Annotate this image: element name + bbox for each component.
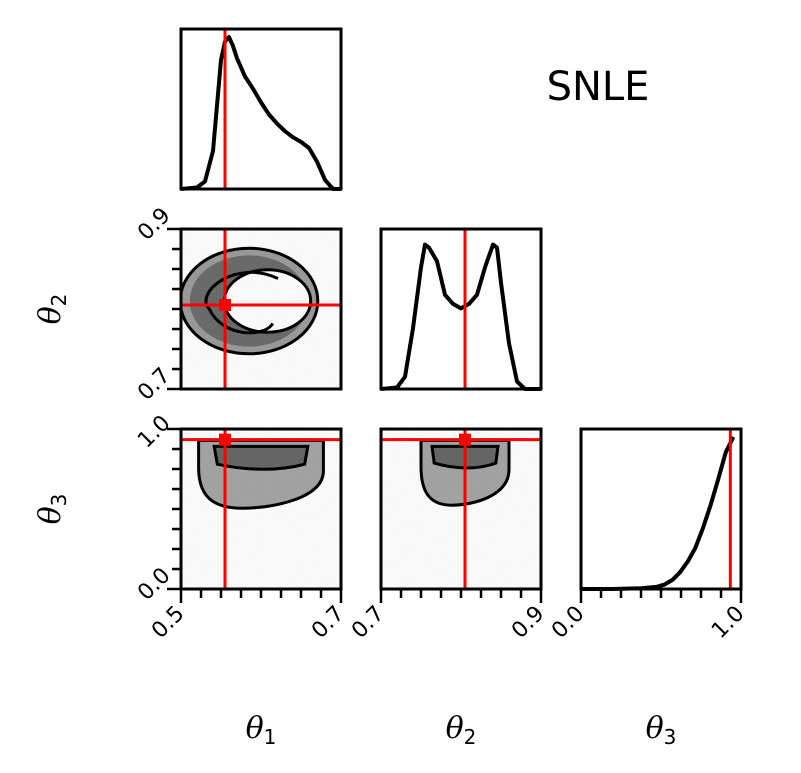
y-tick-label-3: 0.0	[133, 563, 175, 605]
x-tick-label-2: 0.7	[347, 601, 389, 643]
pair-1-3-grain	[181, 429, 341, 589]
marginal-curve-1	[180, 35, 341, 191]
pair-2-3-contour-outer	[419, 438, 511, 507]
pair-1-2-contour-outer	[181, 246, 320, 356]
chart-title: SNLE	[547, 64, 650, 110]
marginal-curve-3	[581, 436, 736, 591]
pair-1-2-density	[181, 229, 341, 389]
pair-1-3-contour-inner	[212, 444, 310, 471]
pair-2-3-truth-marker	[459, 433, 471, 446]
y-tick-label-2: 0.7	[133, 363, 175, 405]
y-tick-label-2: 0.9	[133, 203, 175, 245]
x-tick-label-2: 0.9	[507, 601, 549, 643]
panel-frame-1-1	[179, 27, 343, 191]
xlabel-theta2: θ2	[446, 711, 477, 749]
x-tick-label-1: 0.5	[147, 601, 189, 643]
pair-1-3-contour-outer	[197, 438, 325, 510]
pair-2-3-grain	[381, 429, 541, 589]
pair-1-2-contour-inner	[204, 270, 279, 335]
pair-1-3-truth-marker	[219, 433, 231, 446]
pair-1-3-density	[181, 429, 341, 589]
x-tick-label-3: 0.0	[547, 601, 589, 643]
y-tick-label-3: 1.0	[133, 411, 175, 453]
panel-frame-3-3	[579, 427, 743, 591]
x-tick-label-1: 0.7	[307, 601, 349, 643]
x-tick-label-3: 1.0	[707, 601, 749, 643]
pair-2-3-density	[381, 429, 541, 589]
xlabel-theta1: θ1	[246, 711, 277, 749]
xlabel-theta3: θ3	[646, 711, 677, 749]
pair-2-3-contour-inner	[430, 444, 500, 470]
panel-frame-2-2	[379, 227, 543, 391]
ylabel-theta3: θ3	[33, 494, 71, 525]
ylabel-theta2: θ2	[33, 294, 71, 325]
marginal-curve-2	[380, 242, 541, 391]
pair-1-2-truth-marker	[219, 299, 231, 311]
